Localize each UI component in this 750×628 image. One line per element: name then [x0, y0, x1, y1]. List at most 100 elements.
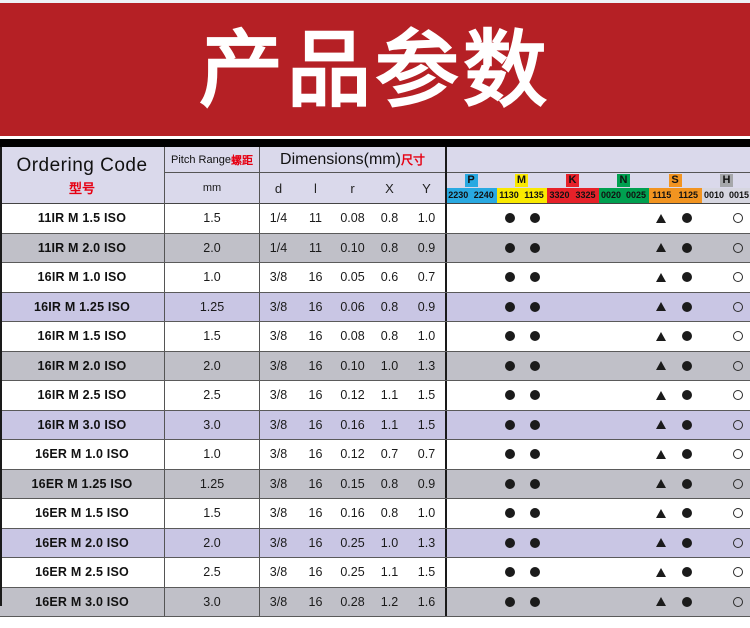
dimension-value-cell: 3/8 — [269, 447, 288, 462]
table-row: 16IR M 1.0 ISO 1.0 3/8 16 0.05 0.6 0.7 — [0, 263, 750, 293]
symbol-dot — [504, 272, 515, 283]
symbol-cell — [498, 263, 523, 292]
dimension-value-cell: 0.6 — [380, 270, 399, 285]
symbol-cell — [725, 263, 750, 292]
top-strip — [0, 0, 750, 3]
grade-symbol-cells — [447, 293, 750, 322]
dimension-value-cell: 3/8 — [269, 299, 288, 314]
table-header: Ordering Code 型号 Pitch Range 螺距 mm Dimens… — [0, 147, 750, 204]
symbol-dot — [682, 272, 693, 283]
dimension-value-cell: 0.25 — [340, 535, 365, 550]
banner-gap — [0, 136, 750, 139]
dimension-value-cell: 0.16 — [340, 506, 365, 521]
dim-subheader-d: d — [274, 180, 283, 196]
symbol-cell — [498, 381, 523, 410]
symbol-cell — [472, 411, 497, 440]
symbol-cell — [573, 440, 599, 469]
symbol-cell — [547, 263, 573, 292]
symbol-cell — [725, 204, 750, 233]
dimension-value-cell: 3/8 — [269, 417, 288, 432]
symbol-cell — [522, 263, 547, 292]
symbol-cell — [725, 558, 750, 587]
grade-letter-slot: H — [702, 173, 750, 188]
symbol-cell — [623, 204, 648, 233]
grade-code-cell: 0010 — [701, 188, 727, 203]
dimension-value-cell: 0.8 — [380, 299, 399, 314]
symbol-circle — [732, 331, 743, 342]
symbol-cell — [472, 440, 497, 469]
symbol-cell — [674, 293, 700, 322]
table-row: 11IR M 2.0 ISO 2.0 1/4 11 0.10 0.8 0.9 — [0, 233, 750, 263]
symbol-cell — [623, 322, 648, 351]
symbol-circle — [732, 508, 743, 519]
dimension-value-cell: 1.5 — [417, 388, 436, 403]
symbol-cell — [599, 440, 624, 469]
symbol-cell — [725, 470, 750, 499]
symbol-cell — [648, 204, 674, 233]
symbol-cell — [498, 440, 523, 469]
dimension-value-cell: 0.8 — [380, 240, 399, 255]
pitch-cell: 3.0 — [165, 587, 260, 616]
symbol-cell — [648, 470, 674, 499]
table-row: 16IR M 1.25 ISO 1.25 3/8 16 0.06 0.8 0.9 — [0, 292, 750, 322]
symbol-cell — [700, 204, 725, 233]
symbol-cell — [573, 558, 599, 587]
symbol-cell — [498, 529, 523, 558]
symbol-cell — [447, 411, 472, 440]
symbol-dot — [682, 301, 693, 312]
symbol-triangle — [656, 420, 667, 430]
symbol-cell — [547, 352, 573, 381]
symbol-cell — [623, 352, 648, 381]
dimension-value-cell: 0.9 — [417, 240, 436, 255]
symbol-dot — [529, 390, 540, 401]
symbol-circle — [732, 242, 743, 253]
dimensions-cells: 3/8 16 0.10 1.0 1.3 — [260, 351, 447, 380]
grade-code-cell: 1130 — [496, 188, 522, 203]
symbol-cell — [623, 234, 648, 263]
grade-code-cell: 1135 — [521, 188, 547, 203]
symbol-dot — [504, 360, 515, 371]
symbol-cell — [623, 381, 648, 410]
symbol-cell — [547, 293, 573, 322]
symbol-cell — [623, 558, 648, 587]
ordering-code-cell: 16ER M 1.0 ISO — [0, 440, 165, 469]
table-body: 11IR M 1.5 ISO 1.5 1/4 11 0.08 0.8 1.0 11IR M 2… — [0, 204, 750, 617]
symbol-cell — [472, 381, 497, 410]
pitch-cell: 1.0 — [165, 263, 260, 292]
pitch-cell: 1.0 — [165, 440, 260, 469]
symbol-cell — [599, 381, 624, 410]
dimension-value-cell: 0.10 — [340, 358, 365, 373]
symbol-cell — [599, 529, 624, 558]
symbol-cell — [599, 293, 624, 322]
symbol-cell — [648, 322, 674, 351]
grade-letter-H: H — [720, 174, 733, 187]
dimension-value-cell: 16 — [308, 299, 323, 314]
symbol-cell — [674, 440, 700, 469]
dimension-value-cell: 1.0 — [417, 211, 436, 226]
pitch-range-title: Pitch Range 螺距 — [165, 147, 259, 173]
symbol-cell — [700, 529, 725, 558]
pitch-cell: 1.5 — [165, 204, 260, 233]
symbol-circle — [732, 301, 743, 312]
pitch-cell: 1.5 — [165, 499, 260, 528]
symbol-cell — [648, 499, 674, 528]
symbol-cell — [599, 411, 624, 440]
symbol-cell — [472, 322, 497, 351]
symbol-circle — [732, 213, 743, 224]
symbol-cell — [648, 352, 674, 381]
symbol-cell — [522, 352, 547, 381]
dimension-value-cell: 0.10 — [340, 240, 365, 255]
symbol-cell — [522, 470, 547, 499]
dimensions-cells: 3/8 16 0.05 0.6 0.7 — [260, 263, 447, 292]
symbol-cell — [522, 499, 547, 528]
dimensions-cells: 1/4 11 0.10 0.8 0.9 — [260, 233, 447, 262]
symbol-circle — [732, 449, 743, 460]
symbol-dot — [682, 567, 693, 578]
pitch-cell: 2.5 — [165, 558, 260, 587]
dimension-value-cell: 0.06 — [340, 299, 365, 314]
symbol-cell — [498, 322, 523, 351]
dimension-value-cell: 3/8 — [269, 565, 288, 580]
symbol-triangle — [656, 508, 667, 518]
dimension-value-cell: 3/8 — [269, 535, 288, 550]
symbol-dot — [504, 478, 515, 489]
